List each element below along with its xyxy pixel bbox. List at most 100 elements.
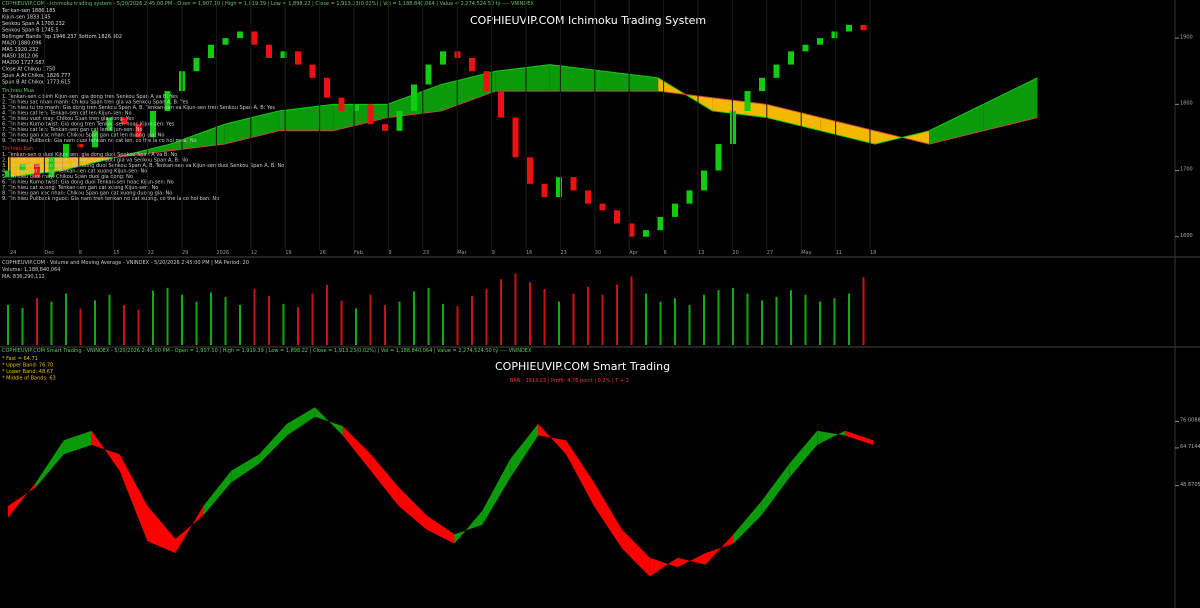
x-tick-label: 2026 [216,250,229,256]
x-tick-label: 18 [870,250,876,256]
volume-bar [239,305,241,345]
volume-bar [7,305,9,345]
ribbon-segment [119,454,148,542]
span-a-line [7,64,1038,178]
cloud-segment [820,117,875,145]
cloud-segment [333,104,388,131]
y-tick-label: 48.6705 [1180,482,1200,488]
ribbon-segment [621,529,650,577]
signal-line: 7. Tin hieu cat xuong: Tenkan-sen gan ca… [2,185,158,191]
volume-bar [311,293,314,345]
candle [280,51,287,58]
volume-bar [268,295,270,345]
x-tick-label: 16 [526,250,532,256]
candle [730,110,736,145]
volume-bar [703,294,705,345]
volume-bar [195,301,198,345]
x-tick-label: 9 [388,250,391,256]
legend-entry: Senkou Span B 1745.5 [2,28,59,34]
ribbon-segment [538,423,567,455]
ribbon-segment [63,430,92,455]
y-tick-label: 1800 [1180,101,1193,107]
cloud-segment [929,104,984,145]
y-tick-label: 76.0088 [1180,418,1200,424]
x-tick-label: 11 [836,250,842,256]
volume-bar [166,287,169,345]
candle [237,31,243,39]
legend-entry: Span A At Chikou 1826.777 [2,73,71,79]
ma-label: MA: 836,290,112 [2,274,45,280]
candle [614,210,620,224]
legend-entry: * Upper Band: 76.70 [2,363,53,369]
volume-bar [108,294,111,345]
signal-line: 3. Tin hieu khang cu manh: Gia dong duoi… [2,163,284,169]
candle [628,223,635,237]
ribbon-segment [454,510,483,544]
panel-header: COPHIEUVIP.COM Smart Trading - VNINDEX -… [2,347,532,354]
ribbon-segment [259,423,288,464]
volume-bar [833,298,836,345]
y-tick-label: 1600 [1180,233,1193,239]
ribbon-segment [203,470,232,516]
ribbon-segment [370,454,399,506]
volume-bar [630,276,633,345]
signals-title: Tin hieu Mua [1,88,34,94]
ribbon-segment [8,482,36,518]
ribbon-segment [35,440,64,488]
signal-line: 2. Tin hieu sac nhan manh: Chikou Span t… [2,100,189,106]
volume-bar [674,298,676,345]
volume-bar [543,289,546,345]
x-tick-label: 29 [182,250,188,256]
volume-bar [427,287,430,345]
volume-bar [297,307,299,345]
candle [353,104,359,111]
candle [860,24,867,31]
cloud-segment [983,77,1038,131]
candle [92,130,98,148]
signal-line: 8. Tin hieu gan xac nhan: Chikou Span ga… [2,191,172,197]
ribbon-segment [175,506,204,553]
signal-line: 1. Tenkan-sen o duoi Kijun-sen, gia dong… [2,152,177,158]
legend-entry: MA20 1880.096 [2,41,42,47]
candle [643,230,649,237]
signal-line: 4. Tin hieu cat len: Tenkan-sen cat len … [2,111,132,117]
ribbon-segment [510,423,539,478]
ribbon-segment [482,459,511,525]
candle [48,157,55,178]
ribbon-segment [677,553,706,568]
volume-bar [587,286,589,345]
x-tick-label: 27 [767,250,773,256]
candle [150,110,156,138]
candle [527,157,533,184]
ribbon-segment [845,430,873,445]
volume-bar [398,301,401,345]
ribbon-segment [817,430,846,445]
candle [121,117,127,125]
candle [5,170,11,178]
candle [382,124,388,131]
x-tick-label: Feb [354,250,363,256]
volume-bar [514,273,517,345]
candle [831,31,838,39]
volume-bar [36,298,38,345]
volume-bar [355,308,357,345]
legend-entry: MA50 1812.06 [2,54,38,60]
legend-entry: MA5 1920.232 [2,47,38,53]
signal-line: 5. Tin hieu duoi may: Chikou Span duoi g… [2,174,133,180]
x-tick-label: 6 [664,250,667,256]
span-b-line [8,90,1038,158]
ribbon-segment [566,440,594,506]
candle [672,203,678,217]
y-tick-label: 64.7144 [1180,444,1200,450]
signal-line: 9. Tin hieu Pullback nguoc: Gia nam tren… [2,196,219,202]
candle [440,51,446,65]
candle [34,163,40,178]
volume-bar [862,277,865,345]
candle [106,117,113,131]
legend-entry: Bollinger Bands Top 1946.237 Bottom 1826… [2,34,122,40]
ribbon-segment [593,482,622,549]
signal-line: 9. Tin hieu Pullback: Gia nam duoi tenka… [2,138,197,144]
legend-entry: * Fast = 64.71 [2,356,38,362]
volume-bar [79,308,82,345]
x-tick-label: 23 [423,250,429,256]
